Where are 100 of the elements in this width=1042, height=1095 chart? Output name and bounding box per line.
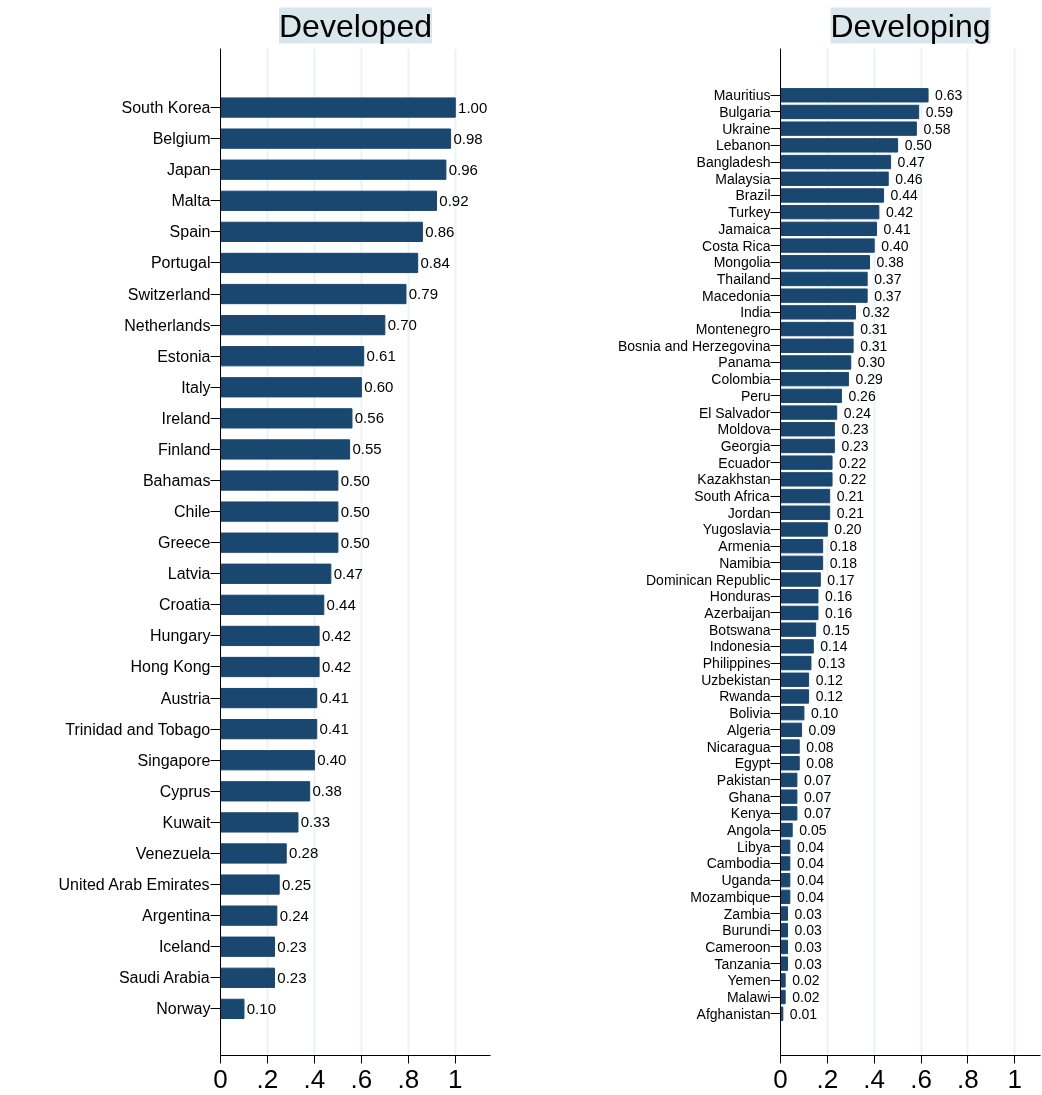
- bar: [780, 739, 800, 754]
- x-tick-label: 1: [1007, 1063, 1022, 1094]
- y-tick-label: Yugoslavia: [702, 521, 771, 538]
- y-tick-label: Mozambique: [690, 888, 771, 905]
- x-tick-label: 0: [773, 1063, 788, 1094]
- bar: [780, 121, 917, 136]
- y-tick-label: South Africa: [694, 488, 770, 505]
- bar: [780, 689, 810, 704]
- bar: [220, 97, 456, 118]
- y-tick-label: Namibia: [719, 554, 771, 571]
- bar: [780, 906, 789, 921]
- bar: [780, 839, 791, 854]
- data-label: 0.03: [794, 955, 823, 972]
- y-tick-label: Dominican Republic: [646, 571, 771, 588]
- y-tick-label: Turkey: [728, 204, 771, 221]
- data-label: 0.79: [408, 285, 438, 303]
- data-label: 0.59: [925, 103, 954, 120]
- data-label: 0.44: [326, 595, 356, 613]
- data-label: 0.10: [810, 705, 839, 722]
- y-tick-label: Thailand: [716, 270, 771, 287]
- data-label: 0.63: [935, 87, 963, 104]
- data-label: 0.03: [794, 938, 823, 955]
- bar: [220, 656, 320, 678]
- data-label: 0.60: [364, 378, 394, 396]
- data-label: 0.18: [829, 538, 858, 555]
- y-tick-label: Cambodia: [706, 855, 771, 872]
- x-tick-label: .8: [397, 1063, 420, 1094]
- bar: [220, 439, 351, 460]
- y-tick-label: Kuwait: [162, 813, 212, 831]
- bar: [780, 288, 868, 303]
- data-label: 0.07: [803, 805, 832, 822]
- data-label: 0.32: [862, 304, 890, 321]
- y-tick-label: Egypt: [734, 755, 771, 772]
- data-label: 0.22: [839, 471, 867, 488]
- bar: [780, 705, 805, 721]
- bar: [780, 171, 889, 186]
- y-tick-label: Bolivia: [729, 705, 771, 722]
- y-tick-label: Uganda: [721, 872, 771, 889]
- x-tick-label: 1: [448, 1063, 463, 1094]
- chart-title: Developed: [279, 7, 432, 44]
- y-tick-label: Finland: [158, 440, 211, 458]
- data-label: 0.04: [796, 838, 825, 855]
- bar: [780, 388, 842, 404]
- bar: [780, 238, 875, 253]
- bar: [220, 687, 318, 709]
- data-label: 0.47: [897, 154, 926, 171]
- data-label: 0.16: [825, 588, 853, 605]
- data-label: 0.33: [300, 813, 330, 831]
- bar: [220, 936, 275, 957]
- data-label: 0.02: [792, 972, 820, 989]
- data-label: 0.01: [789, 1005, 818, 1022]
- bar: [220, 625, 320, 647]
- data-label: 0.86: [425, 222, 455, 240]
- y-tick-label: Norway: [156, 1000, 211, 1018]
- y-tick-label: Yemen: [727, 972, 771, 989]
- chart-title: Developing: [830, 7, 991, 44]
- y-tick-label: South Korea: [121, 99, 211, 117]
- data-label: 0.61: [366, 347, 396, 365]
- y-tick-label: Hong Kong: [130, 658, 211, 676]
- data-label: 0.23: [841, 421, 869, 438]
- bar: [780, 622, 817, 637]
- bar: [780, 572, 821, 587]
- y-tick-label: Trinidad and Tobago: [65, 720, 211, 738]
- data-label: 0.98: [453, 129, 483, 147]
- data-label: 0.41: [319, 720, 349, 738]
- bar: [780, 271, 868, 287]
- y-tick-label: Mauritius: [713, 87, 771, 104]
- data-label: 0.17: [827, 571, 855, 588]
- data-label: 0.04: [796, 855, 825, 872]
- y-tick-label: Switzerland: [127, 285, 211, 303]
- y-tick-label: Georgia: [720, 437, 771, 454]
- y-tick-label: Angola: [726, 822, 771, 839]
- y-tick-label: Portugal: [150, 254, 211, 272]
- data-label: 0.13: [817, 655, 846, 672]
- data-label: 0.31: [860, 321, 888, 338]
- data-label: 0.30: [857, 354, 886, 371]
- x-tick-label: 0: [213, 1063, 228, 1094]
- x-tick-label: .8: [957, 1063, 979, 1094]
- data-label: 0.22: [839, 454, 867, 471]
- y-tick-label: Botswana: [709, 621, 771, 638]
- data-label: 0.04: [796, 872, 825, 889]
- bar: [780, 221, 878, 237]
- x-tick-label: .4: [303, 1063, 326, 1094]
- data-label: 0.46: [895, 170, 923, 187]
- y-tick-label: Indonesia: [709, 638, 771, 655]
- data-label: 0.04: [796, 888, 825, 905]
- y-tick-label: Colombia: [711, 371, 771, 388]
- data-label: 0.15: [822, 621, 851, 638]
- y-tick-label: India: [740, 304, 771, 321]
- data-label: 0.21: [836, 488, 865, 505]
- bar: [780, 989, 786, 1005]
- bar: [780, 405, 838, 420]
- y-tick-label: Lebanon: [716, 137, 771, 154]
- bar: [780, 672, 810, 687]
- y-tick-label: Estonia: [157, 347, 211, 365]
- y-tick-label: Ecuador: [718, 454, 771, 471]
- bar: [220, 874, 280, 895]
- data-label: 0.42: [885, 204, 914, 221]
- data-label: 0.24: [843, 404, 872, 421]
- x-tick-label: .6: [350, 1063, 373, 1094]
